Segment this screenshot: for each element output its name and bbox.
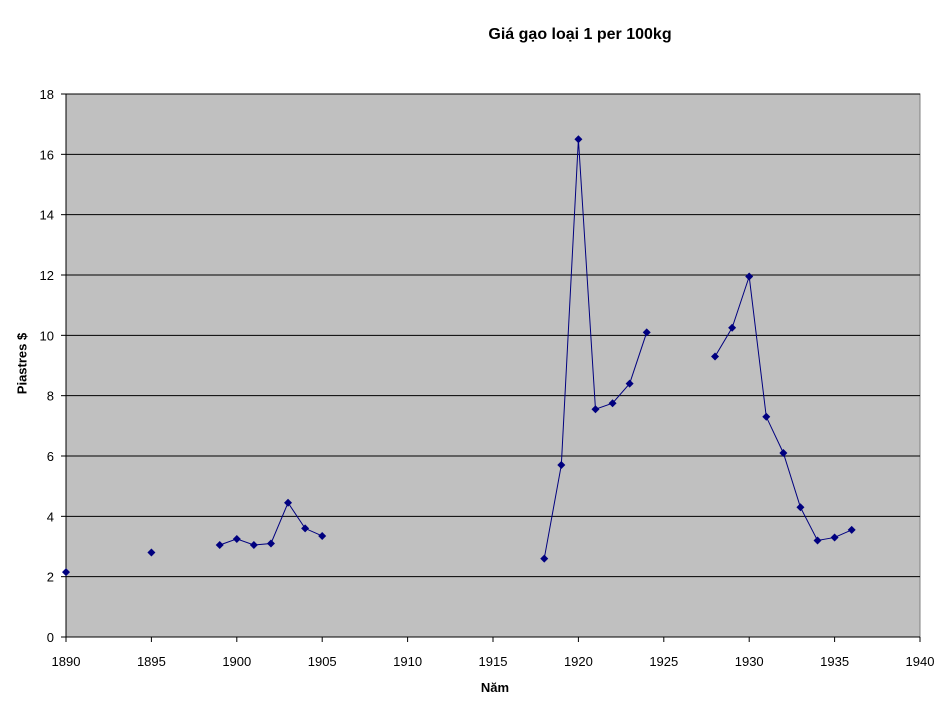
- data-point: [591, 405, 600, 414]
- data-point: [215, 540, 224, 549]
- axes: [61, 93, 921, 642]
- data-point: [62, 568, 70, 577]
- data-point: [284, 498, 293, 507]
- data-point: [301, 524, 310, 533]
- data-point: [813, 536, 822, 545]
- x-tick-label: 1915: [479, 654, 508, 669]
- data-point: [540, 554, 549, 563]
- series-markers: [62, 135, 856, 577]
- grid-lines: [66, 93, 920, 578]
- y-tick-label: 4: [47, 509, 54, 524]
- data-point: [608, 399, 617, 408]
- x-tick-label: 1920: [564, 654, 593, 669]
- y-tick-label: 0: [47, 630, 54, 645]
- y-tick-label: 10: [40, 328, 54, 343]
- y-tick-label: 8: [47, 389, 54, 404]
- y-axis-label: Piastres $: [14, 332, 30, 395]
- x-tick-label: 1935: [820, 654, 849, 669]
- data-point: [232, 534, 241, 543]
- data-point: [796, 503, 805, 512]
- x-tick-label: 1900: [222, 654, 251, 669]
- y-tick-label: 12: [40, 268, 54, 283]
- data-point: [625, 379, 634, 388]
- data-point: [266, 539, 275, 548]
- data-point: [147, 548, 156, 557]
- x-tick-label: 1930: [735, 654, 764, 669]
- x-axis-label: Năm: [480, 680, 510, 695]
- y-tick-label: 6: [47, 449, 54, 464]
- tick-labels: 0 2 4 6 8 10 12 14 16 18 1890 1895 1900 1905 1910 1915 1…: [40, 87, 935, 669]
- data-point: [779, 448, 788, 457]
- x-tick-label: 1925: [649, 654, 678, 669]
- plot-area: [65, 93, 921, 638]
- x-tick-label: 1910: [393, 654, 422, 669]
- data-point: [830, 533, 839, 542]
- x-tick-label: 1890: [52, 654, 81, 669]
- data-point: [574, 135, 583, 144]
- data-point: [728, 323, 737, 332]
- data-point: [642, 328, 651, 337]
- data-point: [318, 531, 327, 540]
- y-tick-label: 14: [40, 208, 54, 223]
- y-tick-label: 16: [40, 147, 54, 162]
- chart-title: Giá gạo loại 1 per 100kg: [488, 26, 672, 43]
- data-point: [557, 461, 566, 470]
- data-point: [745, 272, 754, 281]
- y-tick-label: 18: [40, 87, 54, 102]
- x-tick-label: 1905: [308, 654, 337, 669]
- x-tick-label: 1895: [137, 654, 166, 669]
- data-point: [847, 525, 856, 534]
- data-point: [762, 412, 771, 421]
- data-point: [249, 540, 258, 549]
- x-tick-label: 1940: [906, 654, 935, 669]
- y-tick-label: 2: [47, 570, 54, 585]
- data-point: [711, 352, 720, 361]
